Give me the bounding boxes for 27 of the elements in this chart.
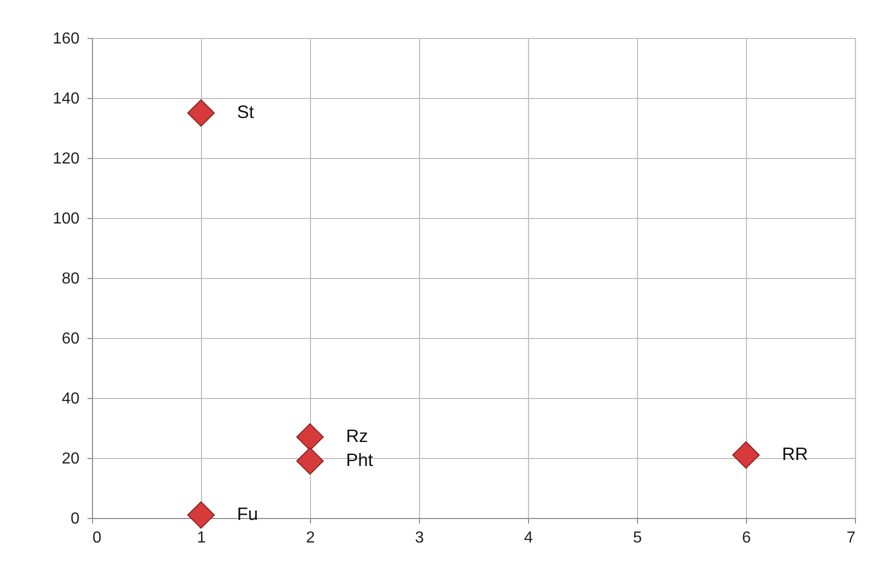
point xyxy=(187,99,215,127)
x-tick-label: 6 xyxy=(742,530,752,546)
y-tick-label: 100 xyxy=(52,210,80,228)
point xyxy=(187,501,215,529)
y-tick-label: 80 xyxy=(62,270,80,288)
x-tick-label: 7 xyxy=(846,530,856,546)
annotation: St xyxy=(237,102,254,122)
x-tick-label: 5 xyxy=(633,530,642,546)
y-tick-label: 40 xyxy=(62,390,80,408)
point xyxy=(296,447,324,475)
x-tick-label: 4 xyxy=(524,530,534,546)
y-tick-label: 160 xyxy=(52,30,80,48)
annotation: Pht xyxy=(346,450,374,470)
point xyxy=(296,423,324,451)
x-tick-label: 2 xyxy=(306,530,316,546)
annotation: Fu xyxy=(237,504,258,524)
y-tick-label: 120 xyxy=(52,150,80,168)
annotation: Rz xyxy=(346,426,368,446)
x-tick-label: 0 xyxy=(92,530,102,546)
y-tick-label: 0 xyxy=(70,510,80,528)
x-tick-label: 1 xyxy=(197,530,206,546)
point xyxy=(732,441,760,469)
x-tick-label: 3 xyxy=(415,530,424,546)
y-tick-label: 140 xyxy=(52,90,80,108)
y-tick-label: 20 xyxy=(62,450,80,468)
y-tick-label: 60 xyxy=(62,330,80,348)
annotation: RR xyxy=(782,444,808,464)
